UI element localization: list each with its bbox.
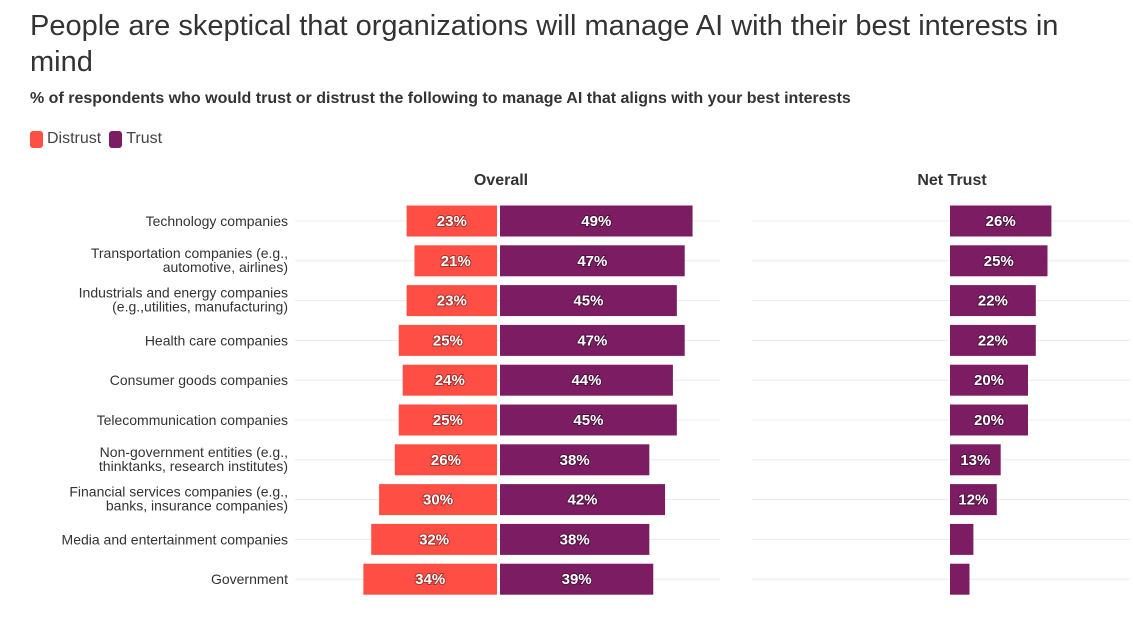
chart-subtitle: % of respondents who would trust or dist…	[30, 90, 851, 107]
column-title-overall: Overall	[474, 172, 528, 189]
net-trust-bar-label: 20%	[974, 372, 1004, 389]
net-trust-bar	[950, 404, 1028, 436]
distrust-bar	[406, 205, 497, 237]
category-label-line: thinktanks, research institutes)	[99, 458, 288, 474]
category-label: Transportation companies (e.g., automotiv…	[91, 245, 288, 275]
trust-bar-label: 38%	[560, 531, 590, 548]
trust-bar-label: 42%	[568, 492, 598, 509]
trust-bar-label: 38%	[560, 452, 590, 469]
trust-bar	[500, 484, 666, 516]
distrust-bar	[398, 404, 497, 436]
category-label: Non-government entities (e.g., thinktanks…	[99, 444, 288, 474]
trust-bar-label: 49%	[581, 213, 611, 230]
category-label-line: Industrials and energy companies	[79, 285, 288, 301]
net-trust-bar-label: 22%	[978, 332, 1008, 349]
category-label: Financial services companies (e.g., banks…	[69, 484, 288, 514]
category-label: Telecommunication companies	[97, 412, 288, 428]
trust-bar-label: 47%	[577, 253, 607, 270]
trust-bar	[500, 205, 693, 237]
legend-label-trust: Trust	[126, 130, 163, 147]
category-label-line: Transportation companies (e.g.,	[91, 245, 288, 261]
trust-bar-label: 44%	[571, 372, 601, 389]
distrust-bar-label: 32%	[419, 531, 449, 548]
trust-bar	[500, 563, 654, 595]
category-label-line: automotive, airlines)	[163, 259, 288, 275]
distrust-bar-label: 25%	[433, 332, 463, 349]
distrust-bar	[394, 444, 497, 476]
distrust-bar-label: 30%	[423, 492, 453, 509]
category-label: Health care companies	[145, 332, 288, 348]
net-trust-bar-label: 20%	[974, 412, 1004, 429]
net-trust-bar	[950, 523, 974, 555]
distrust-bar	[406, 285, 497, 317]
net-trust-bar	[950, 484, 997, 516]
distrust-bar	[402, 364, 497, 396]
net-trust-bar	[950, 324, 1036, 356]
legend-label-distrust: Distrust	[47, 130, 102, 147]
distrust-bar-label: 26%	[431, 452, 461, 469]
legend-swatch-distrust	[30, 130, 43, 148]
legend-item-trust[interactable]: Trust	[109, 130, 162, 148]
legend-item-distrust[interactable]: Distrust	[30, 130, 101, 148]
net-trust-bar-label: 22%	[978, 293, 1008, 310]
trust-bar-label: 45%	[573, 293, 603, 310]
trust-bar	[500, 324, 685, 356]
category-label-line: Non-government entities (e.g.,	[100, 444, 288, 460]
net-trust-bar	[950, 285, 1036, 317]
distrust-bar-label: 34%	[415, 571, 445, 588]
distrust-bar-label: 21%	[441, 253, 471, 270]
distrust-bar	[371, 523, 497, 555]
chart-title: People are skeptical that organizations …	[30, 10, 1059, 78]
distrust-bar	[414, 245, 497, 277]
distrust-bar	[379, 484, 497, 516]
category-label-line: banks, insurance companies)	[106, 498, 288, 514]
trust-bar	[500, 404, 677, 436]
trust-bar	[500, 444, 650, 476]
net-trust-bar	[950, 205, 1052, 237]
net-trust-bar-label: 26%	[986, 213, 1016, 230]
net-trust-bar-label: 12%	[958, 492, 988, 509]
category-label-line: (e.g.,utilities, manufacturing)	[112, 299, 288, 315]
trust-bar-label: 39%	[562, 571, 592, 588]
distrust-bar-label: 23%	[437, 213, 467, 230]
category-label: Media and entertainment companies	[62, 531, 288, 547]
distrust-bar	[398, 324, 497, 356]
distrust-bar	[363, 563, 497, 595]
net-trust-bar-label: 25%	[984, 253, 1014, 270]
trust-bar	[500, 523, 650, 555]
net-trust-bar-label: 13%	[960, 452, 990, 469]
column-title-net-trust: Net Trust	[917, 172, 987, 189]
trust-bar	[500, 364, 673, 396]
legend-swatch-trust	[109, 130, 123, 148]
distrust-bar-label: 23%	[437, 293, 467, 310]
category-label: Government	[211, 571, 288, 587]
distrust-bar-label: 24%	[435, 372, 465, 389]
distrust-bar-label: 25%	[433, 412, 463, 429]
category-label-line: Financial services companies (e.g.,	[69, 484, 288, 500]
category-label: Consumer goods companies	[110, 372, 288, 388]
net-trust-bar	[950, 364, 1028, 396]
trust-bar-label: 47%	[577, 332, 607, 349]
net-trust-bar	[950, 563, 970, 595]
category-label: Industrials and energy companies (e.g.,ut…	[79, 285, 288, 315]
net-trust-bar	[950, 444, 1001, 476]
net-trust-bar	[950, 245, 1048, 277]
trust-bar	[500, 245, 685, 277]
trust-bar	[500, 285, 677, 317]
category-label: Technology companies	[146, 213, 288, 229]
trust-bar-label: 45%	[573, 412, 603, 429]
legend: Distrust Trust	[30, 130, 170, 148]
